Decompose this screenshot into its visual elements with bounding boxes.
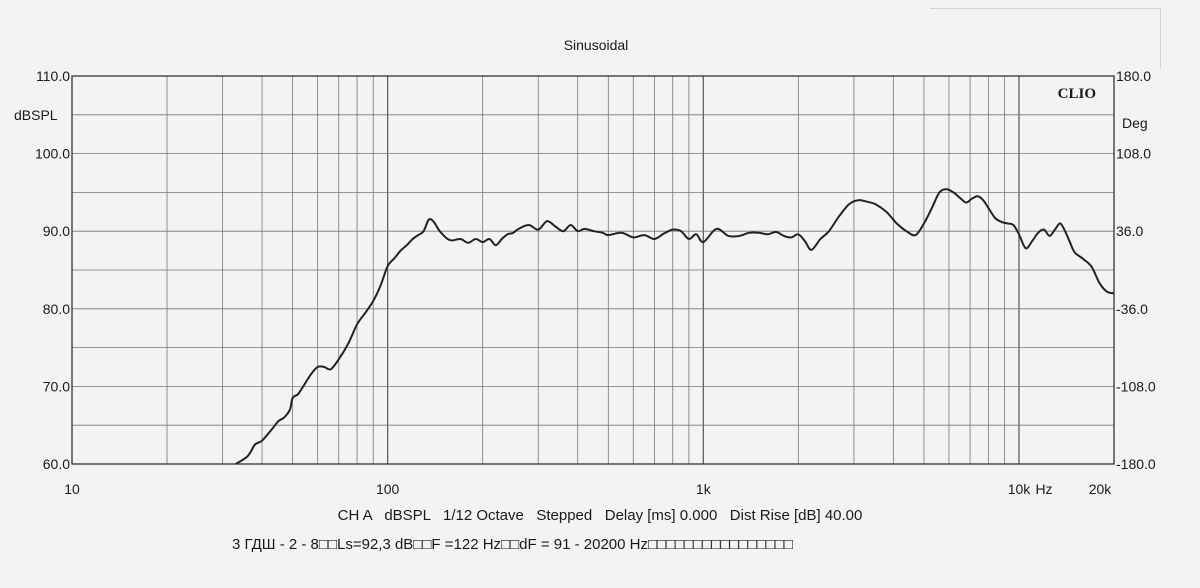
y-right-tick-label: 36.0 — [1116, 223, 1143, 239]
y-left-axis-label: dBSPL — [14, 107, 58, 123]
brand-logo: CLIO — [1058, 86, 1096, 102]
spl-response-line — [235, 188, 1115, 465]
x-tick-label: 100 — [376, 481, 400, 497]
y-left-tick-label: 60.0 — [43, 456, 70, 472]
plot-grid — [72, 76, 1114, 464]
y-right-tick-label: -36.0 — [1116, 301, 1148, 317]
frequency-response-chart: Sinusoidal CLIO dBSPL Deg Hz 110.0 100.0 9… — [14, 37, 1156, 497]
measurement-settings: CH A dBSPL 1/12 Octave Stepped Delay [ms… — [337, 507, 863, 524]
y-right-tick-labels: 180.0 108.0 36.0 -36.0 -108.0 -180.0 — [1116, 68, 1156, 472]
scan-edge-decoration — [930, 8, 1161, 69]
y-right-axis-label: Deg — [1122, 115, 1148, 131]
y-left-tick-label: 100.0 — [35, 146, 70, 162]
y-left-tick-label: 110.0 — [36, 68, 70, 84]
y-right-tick-label: -108.0 — [1116, 378, 1156, 394]
x-tick-labels: 10 100 1k 10k 20k — [64, 481, 1112, 497]
y-right-tick-label: -180.0 — [1116, 456, 1156, 472]
x-unit-label: Hz — [1035, 481, 1052, 497]
x-tick-label: 1k — [696, 481, 712, 497]
y-left-tick-label: 90.0 — [43, 223, 70, 239]
chart-title: Sinusoidal — [564, 37, 629, 53]
x-tick-label: 10k — [1008, 481, 1032, 497]
y-left-tick-label: 70.0 — [43, 378, 70, 394]
measurement-notes: 3 ГДШ - 2 - 8□□Ls=92,3 dB□□F =122 Hz□□dF… — [232, 536, 793, 553]
x-tick-label: 20k — [1089, 481, 1113, 497]
y-right-tick-label: 180.0 — [1116, 68, 1151, 84]
y-left-tick-labels: 110.0 100.0 90.0 80.0 70.0 60.0 — [35, 68, 70, 472]
y-right-tick-label: 108.0 — [1116, 146, 1151, 162]
y-left-tick-label: 80.0 — [43, 301, 70, 317]
plot-frame — [71, 75, 1115, 465]
x-tick-label: 10 — [64, 481, 80, 497]
